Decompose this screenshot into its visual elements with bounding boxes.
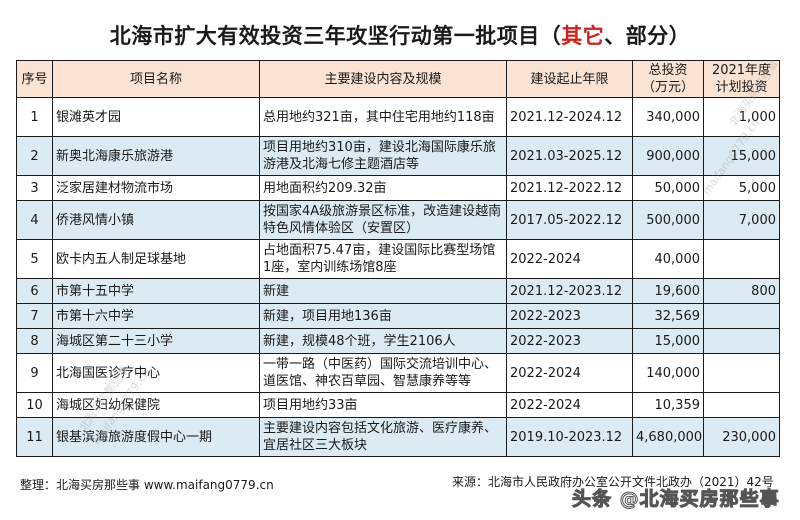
table-row: 7 市第十六中学 新建，项目用地136亩 2022-2023 32,569 [16,303,780,329]
cell-no: 9 [16,353,53,393]
header-no: 序号 [16,60,53,98]
cell-period: 2019.10-2023.12 [506,417,633,457]
cell-content: 占地面积75.47亩，建设国际比赛型场馆1座，室内训练场馆8座 [259,239,507,279]
cell-name: 市第十五中学 [52,278,260,304]
cell-total: 340,000 [632,97,704,137]
cell-total: 900,000 [632,136,704,176]
cell-content: 项目用地约310亩，建设北海国际康乐旅游港及北海七修主题酒店等 [259,136,507,176]
page-title: 北海市扩大有效投资三年攻坚行动第一批项目（其它、部分） [0,20,800,50]
cell-period: 2021.12-2024.12 [506,97,633,137]
cell-period: 2022-2024 [506,353,633,393]
cell-content: 新建 [259,278,507,304]
cell-total: 40,000 [632,239,704,279]
cell-period: 2022-2023 [506,328,633,354]
cell-plan2021 [703,392,780,418]
cell-name: 银滩英才园 [52,97,260,137]
table-row: 1 银滩英才园 总用地约321亩，其中住宅用地约118亩 2021.12-202… [16,97,780,137]
cell-period: 2022-2023 [506,303,633,329]
title-prefix: 北海市扩大有效投资三年攻坚行动第一批项目（ [109,23,562,48]
cell-plan2021: 800 [703,278,780,304]
cell-no: 11 [16,417,53,457]
table-row: 5 欧卡内五人制足球基地 占地面积75.47亩，建设国际比赛型场馆1座，室内训练… [16,239,780,279]
cell-content: 总用地约321亩，其中住宅用地约118亩 [259,97,507,137]
header-row: 序号 项目名称 主要建设内容及规模 建设起止年限 总投资 （万元） 2021年度计… [16,60,780,98]
cell-content: 新建，项目用地136亩 [259,303,507,329]
cell-name: 海城区第二十三小学 [52,328,260,354]
header-content: 主要建设内容及规模 [259,60,507,98]
cell-total: 140,000 [632,353,704,393]
cell-name: 北海国医诊疗中心 [52,353,260,393]
cell-no: 8 [16,328,53,354]
title-highlight: 其它 [561,23,605,48]
header-plan-line2: 计划投资 [715,80,768,95]
cell-content: 一带一路（中医药）国际交流培训中心、道医馆、神农百草园、智慧康养等等 [259,353,507,393]
cell-total: 50,000 [632,175,704,201]
cell-no: 5 [16,239,53,279]
table-row: 2 新奥北海康乐旅游港 项目用地约310亩，建设北海国际康乐旅游港及北海七修主题… [16,136,780,176]
cell-content: 按国家4A级旅游景区标准，改造建设越南特色风情体验区（安置区） [259,200,507,240]
cell-no: 6 [16,278,53,304]
cell-name: 新奥北海康乐旅游港 [52,136,260,176]
table-row: 3 泛家居建材物流市场 用地面积约209.32亩 2021.12-2022.12… [16,175,780,201]
projects-table: 序号 项目名称 主要建设内容及规模 建设起止年限 总投资 （万元） 2021年度计… [16,60,780,457]
cell-content: 主要建设内容包括文化旅游、医疗康养、宜居社区三大板块 [259,417,507,457]
cell-total: 19,600 [632,278,704,304]
header-total-line2: （万元） [641,80,694,95]
cell-name: 侨港风情小镇 [52,200,260,240]
cell-total: 15,000 [632,328,704,354]
cell-content: 新建，规模48个班，学生2106人 [259,328,507,354]
header-total: 总投资 （万元） [632,60,704,98]
cell-plan2021 [703,353,780,393]
footer-source: 来源：北海市人民政府办公室公开文件北政办（2021）42号 [452,475,774,489]
cell-total: 500,000 [632,200,704,240]
cell-no: 2 [16,136,53,176]
cell-name: 泛家居建材物流市场 [52,175,260,201]
header-name: 项目名称 [52,60,260,98]
table-row: 4 侨港风情小镇 按国家4A级旅游景区标准，改造建设越南特色风情体验区（安置区）… [16,200,780,240]
table-row: 8 海城区第二十三小学 新建，规模48个班，学生2106人 2022-2023 … [16,328,780,354]
cell-total: 32,569 [632,303,704,329]
watermark-toutiao: 头条 @北海买房那些事 [572,488,780,511]
footer-credit: 整理：北海买房那些事 www.maifang0779.cn [20,478,274,492]
cell-plan2021 [703,239,780,279]
cell-total: 4,680,000 [632,417,704,457]
cell-plan2021: 230,000 [703,417,780,457]
cell-no: 3 [16,175,53,201]
cell-period: 2022-2024 [506,392,633,418]
cell-plan2021: 5,000 [703,175,780,201]
cell-no: 10 [16,392,53,418]
cell-period: 2022-2024 [506,239,633,279]
cell-plan2021 [703,303,780,329]
cell-content: 用地面积约209.32亩 [259,175,507,201]
cell-name: 欧卡内五人制足球基地 [52,239,260,279]
cell-no: 4 [16,200,53,240]
cell-plan2021: 7,000 [703,200,780,240]
header-plan-line1: 2021年度 [711,63,772,78]
cell-plan2021: 1,000 [703,97,780,137]
table-row: 9 北海国医诊疗中心 一带一路（中医药）国际交流培训中心、道医馆、神农百草园、智… [16,353,780,393]
cell-name: 银基滨海旅游度假中心一期 [52,417,260,457]
title-suffix: 、部分） [604,23,691,48]
cell-period: 2017.05-2022.12 [506,200,633,240]
cell-plan2021 [703,328,780,354]
table-row: 11 银基滨海旅游度假中心一期 主要建设内容包括文化旅游、医疗康养、宜居社区三大… [16,417,780,457]
cell-period: 2021.12-2023.12 [506,278,633,304]
table-row: 6 市第十五中学 新建 2021.12-2023.12 19,600 800 [16,278,780,304]
header-period: 建设起止年限 [506,60,633,98]
cell-total: 10,359 [632,392,704,418]
cell-plan2021: 15,000 [703,136,780,176]
cell-no: 7 [16,303,53,329]
cell-period: 2021.12-2022.12 [506,175,633,201]
cell-name: 市第十六中学 [52,303,260,329]
cell-content: 项目用地约33亩 [259,392,507,418]
header-total-line1: 总投资 [648,63,688,78]
cell-no: 1 [16,97,53,137]
cell-period: 2021.03-2025.12 [506,136,633,176]
